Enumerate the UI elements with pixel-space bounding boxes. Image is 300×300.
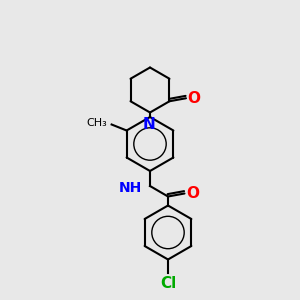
Text: O: O <box>186 186 199 201</box>
Text: N: N <box>142 117 155 132</box>
Text: O: O <box>188 91 200 106</box>
Text: NH: NH <box>119 181 142 194</box>
Text: Cl: Cl <box>160 276 176 291</box>
Text: CH₃: CH₃ <box>86 118 107 128</box>
